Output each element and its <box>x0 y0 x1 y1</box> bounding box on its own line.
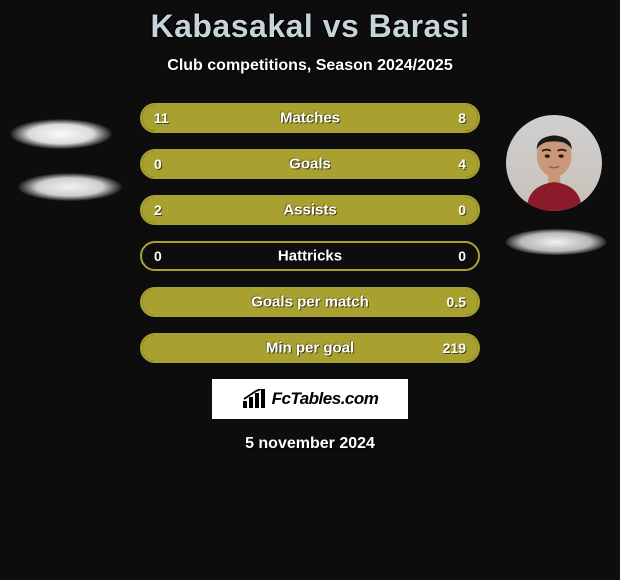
bar-fill-right <box>337 105 478 131</box>
stat-label: Matches <box>280 110 340 127</box>
comparison-title: Kabasakal vs Barasi <box>0 8 620 45</box>
stats-area: 11 Matches 8 0 Goals 4 2 Assists 0 0 Hattricks 0 Goa… <box>0 103 620 363</box>
stat-value-left: 11 <box>154 110 169 126</box>
avatar-circle <box>506 115 602 211</box>
stat-value-right: 0 <box>458 202 466 218</box>
brand-badge: FcTables.com <box>212 379 408 419</box>
stat-row: 11 Matches 8 <box>140 103 480 133</box>
avatar-shadow <box>506 229 606 255</box>
stat-value-left: 0 <box>154 156 162 172</box>
stat-label: Assists <box>283 202 336 219</box>
avatar-shadow <box>18 173 122 201</box>
stat-value-right: 0.5 <box>447 294 466 310</box>
stat-value-left: 0 <box>154 248 162 264</box>
stat-value-left: 2 <box>154 202 162 218</box>
stat-value-right: 219 <box>443 340 466 356</box>
stat-label: Goals <box>289 156 331 173</box>
stat-value-right: 8 <box>458 110 466 126</box>
brand-label: FcTables.com <box>272 389 379 409</box>
stat-row: 0 Hattricks 0 <box>140 241 480 271</box>
stat-row: Min per goal 219 <box>140 333 480 363</box>
chart-icon <box>242 389 266 409</box>
stat-value-right: 4 <box>458 156 466 172</box>
comparison-subtitle: Club competitions, Season 2024/2025 <box>0 57 620 75</box>
person-icon <box>511 125 597 211</box>
comparison-date: 5 november 2024 <box>0 435 620 453</box>
stat-bars: 11 Matches 8 0 Goals 4 2 Assists 0 0 Hattricks 0 Goa… <box>140 103 480 363</box>
stat-label: Min per goal <box>266 340 354 357</box>
stat-row: 0 Goals 4 <box>140 149 480 179</box>
player-right-avatar <box>506 115 606 255</box>
avatar-shadow <box>10 119 112 149</box>
stat-label: Hattricks <box>278 248 342 265</box>
stat-value-right: 0 <box>458 248 466 264</box>
stat-row: 2 Assists 0 <box>140 195 480 225</box>
stat-label: Goals per match <box>251 294 369 311</box>
stat-row: Goals per match 0.5 <box>140 287 480 317</box>
